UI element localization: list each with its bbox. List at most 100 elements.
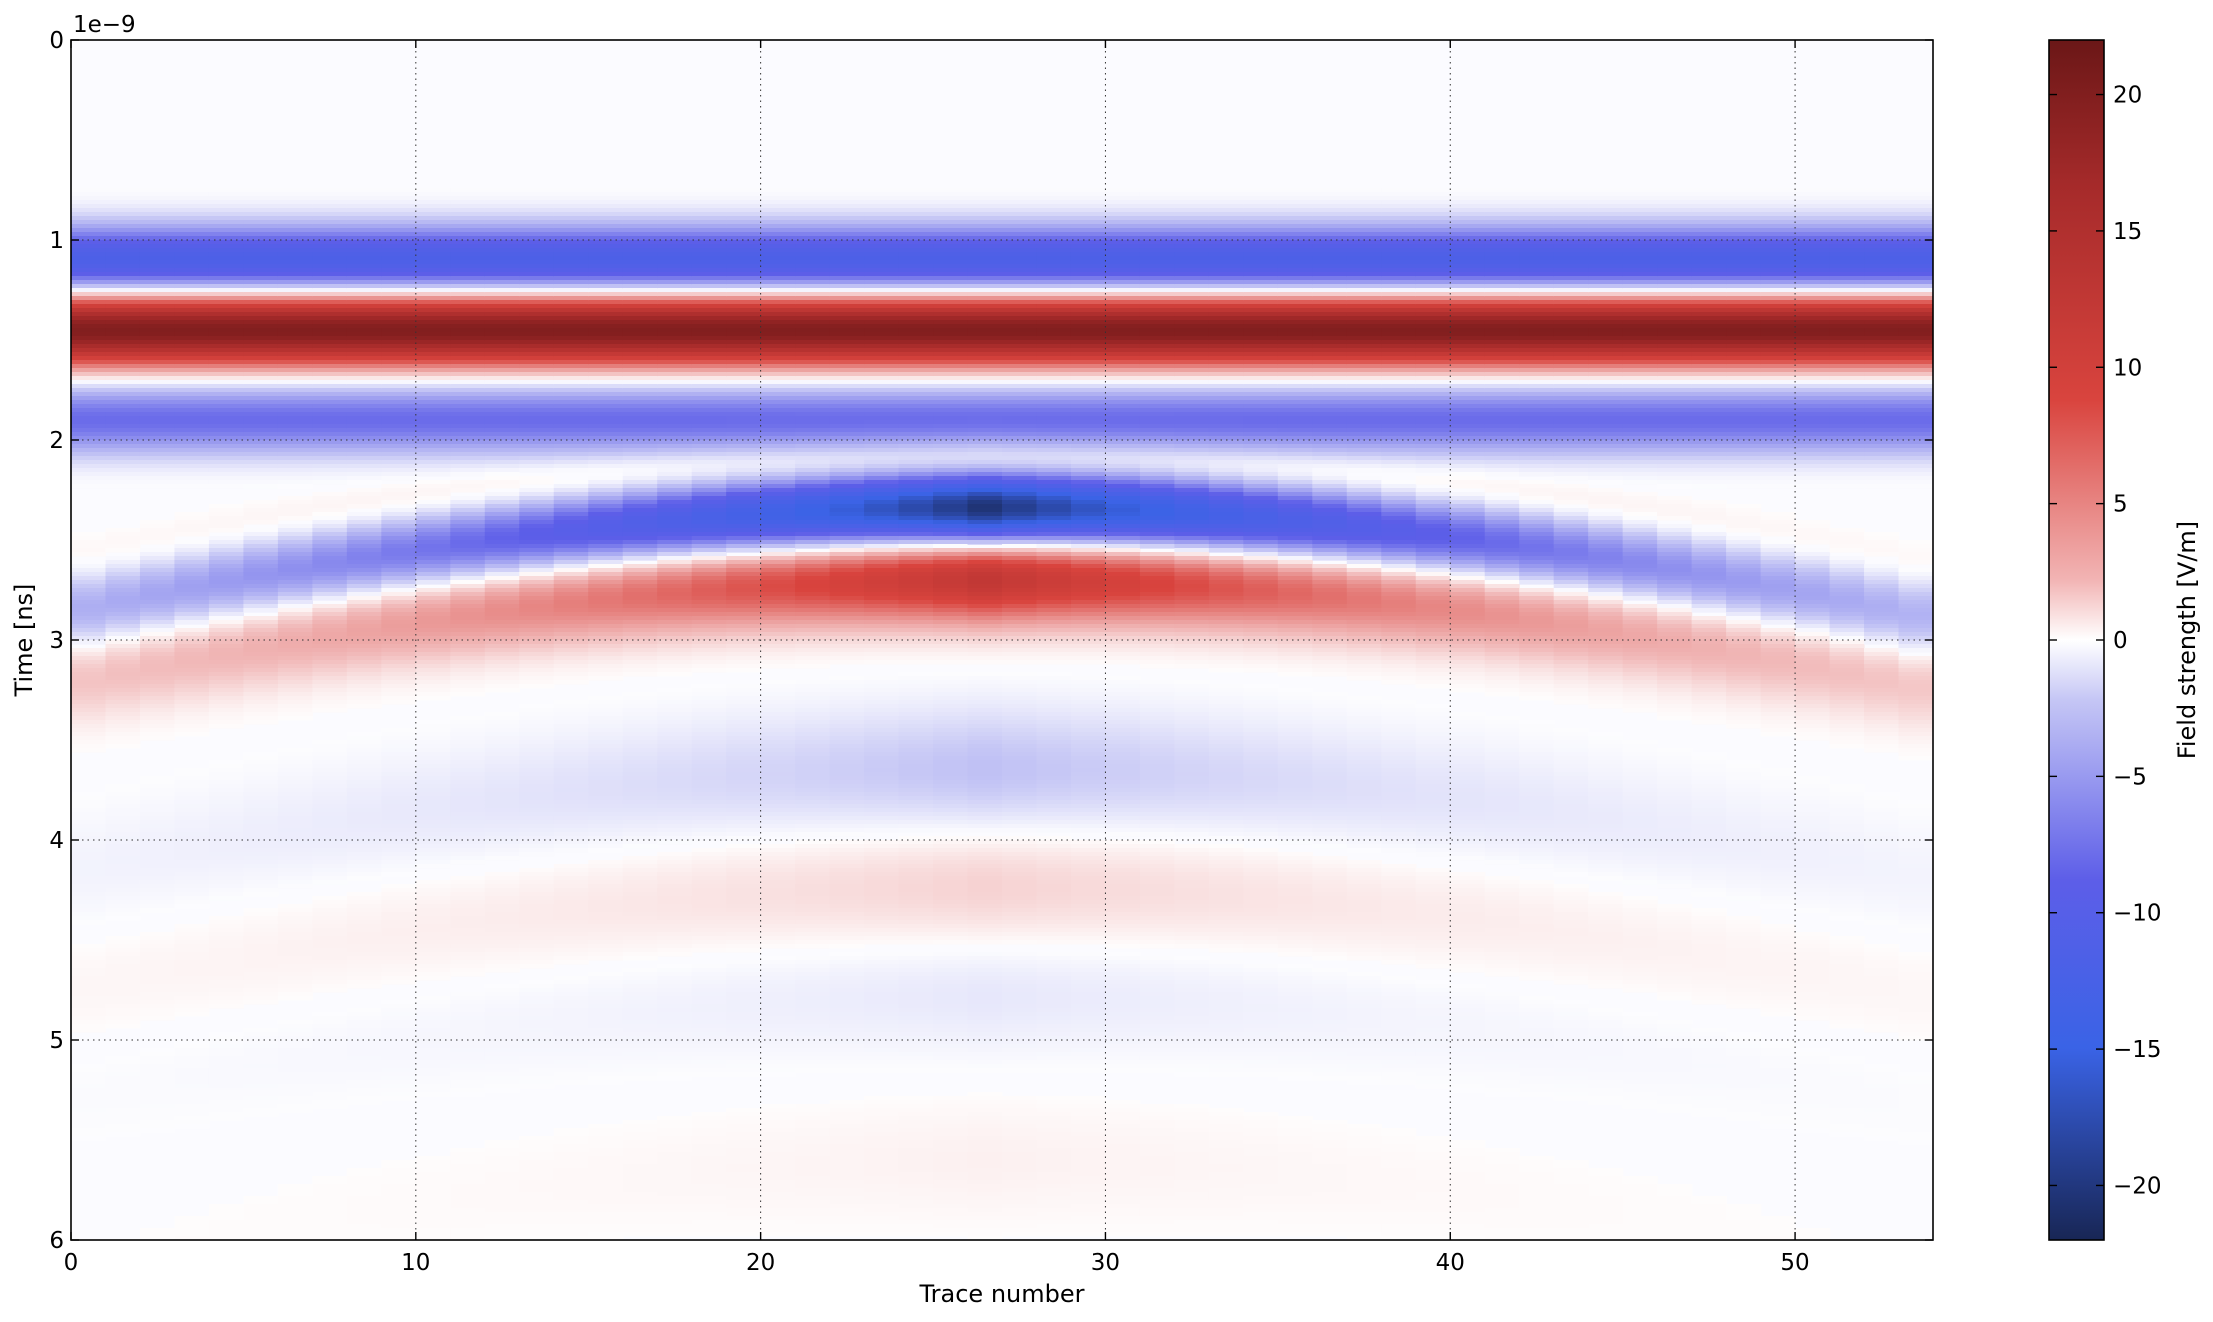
heatmap-cell	[415, 1184, 451, 1189]
heatmap-cell	[312, 200, 348, 205]
heatmap-cell	[795, 776, 831, 781]
heatmap-cell	[691, 992, 727, 997]
heatmap-cell	[760, 740, 796, 745]
heatmap-cell	[312, 520, 348, 525]
heatmap-cell	[691, 332, 727, 337]
heatmap-cell	[312, 908, 348, 913]
heatmap-cell	[588, 1236, 624, 1240]
heatmap-cell	[726, 1232, 762, 1237]
heatmap-cell	[105, 572, 141, 577]
heatmap-cell	[174, 1044, 210, 1049]
heatmap-cell	[71, 732, 107, 737]
heatmap-cell	[174, 200, 210, 205]
heatmap-cell	[622, 1192, 658, 1197]
heatmap-cell	[622, 952, 658, 957]
heatmap-cell	[622, 808, 658, 813]
heatmap-cell	[312, 404, 348, 409]
heatmap-cell	[795, 212, 831, 217]
heatmap-cell	[553, 920, 589, 925]
heatmap-cell	[312, 1192, 348, 1197]
heatmap-cell	[243, 1220, 279, 1225]
heatmap-cell	[519, 764, 555, 769]
heatmap-cell	[381, 1192, 417, 1197]
heatmap-cell	[484, 1016, 520, 1021]
heatmap-cell	[760, 864, 796, 869]
heatmap-cell	[174, 972, 210, 977]
heatmap-cell	[71, 920, 107, 925]
heatmap-cell	[622, 1128, 658, 1133]
heatmap-cell	[71, 192, 107, 197]
heatmap-cell	[243, 764, 279, 769]
heatmap-cell	[553, 760, 589, 765]
heatmap-cell	[622, 244, 658, 249]
heatmap-cell	[346, 680, 382, 685]
heatmap-cell	[139, 388, 176, 393]
heatmap-cell	[760, 852, 796, 857]
heatmap-cell	[795, 436, 831, 441]
heatmap-cell	[312, 476, 348, 481]
heatmap-cell	[622, 1204, 658, 1209]
heatmap-cell	[450, 296, 486, 301]
heatmap-cell	[519, 796, 555, 801]
heatmap-cell	[139, 948, 176, 953]
heatmap-cell	[622, 232, 658, 237]
heatmap-cell	[450, 276, 486, 281]
heatmap-cell	[71, 1096, 107, 1101]
heatmap-cell	[484, 1176, 520, 1181]
heatmap-cell	[381, 1080, 417, 1085]
heatmap-cell	[484, 444, 520, 449]
heatmap-cell	[657, 532, 693, 537]
heatmap-cell	[381, 1016, 417, 1021]
heatmap-cell	[415, 784, 451, 789]
heatmap-cell	[415, 316, 451, 321]
heatmap-cell	[174, 252, 210, 257]
heatmap-cell	[691, 700, 727, 705]
heatmap-cell	[71, 852, 107, 857]
heatmap-cell	[553, 528, 589, 533]
heatmap-cell	[588, 920, 624, 925]
heatmap-cell	[726, 192, 762, 197]
heatmap-cell	[484, 544, 520, 549]
heatmap-cell	[519, 900, 555, 905]
heatmap-cell	[139, 968, 176, 973]
heatmap-cell	[415, 276, 451, 281]
heatmap-cell	[139, 192, 176, 197]
heatmap-cell	[657, 1052, 693, 1057]
heatmap-cell	[139, 364, 176, 369]
heatmap-cell	[657, 936, 693, 941]
heatmap-cell	[139, 808, 176, 813]
heatmap-cell	[553, 900, 589, 905]
heatmap-cell	[174, 364, 210, 369]
heatmap-cell	[726, 784, 762, 789]
heatmap-cell	[484, 1036, 520, 1041]
heatmap-cell	[553, 232, 589, 237]
heatmap-cell	[381, 284, 417, 289]
heatmap-cell	[691, 848, 727, 853]
heatmap-cell	[553, 664, 589, 669]
heatmap-cell	[346, 748, 382, 753]
heatmap-cell	[277, 856, 313, 861]
heatmap-cell	[174, 280, 210, 285]
heatmap-cell	[243, 988, 279, 993]
heatmap-cell	[243, 456, 279, 461]
heatmap-cell	[415, 468, 451, 473]
heatmap-cell	[657, 776, 693, 781]
heatmap-cell	[588, 872, 624, 877]
heatmap-cell	[760, 1032, 796, 1037]
heatmap-cell	[726, 288, 762, 293]
heatmap-cell	[312, 364, 348, 369]
heatmap-cell	[795, 732, 831, 737]
heatmap-cell	[139, 880, 176, 885]
heatmap-cell	[519, 1060, 555, 1065]
heatmap-cell	[415, 292, 451, 297]
heatmap-cell	[553, 748, 589, 753]
heatmap-cell	[622, 300, 658, 305]
heatmap-cell	[139, 996, 176, 1001]
heatmap-cell	[450, 304, 486, 309]
heatmap-cell	[553, 1192, 589, 1197]
heatmap-cell	[484, 816, 520, 821]
heatmap-cell	[71, 580, 107, 585]
heatmap-cell	[174, 676, 210, 681]
heatmap-cell	[243, 668, 279, 673]
heatmap-cell	[622, 476, 658, 481]
